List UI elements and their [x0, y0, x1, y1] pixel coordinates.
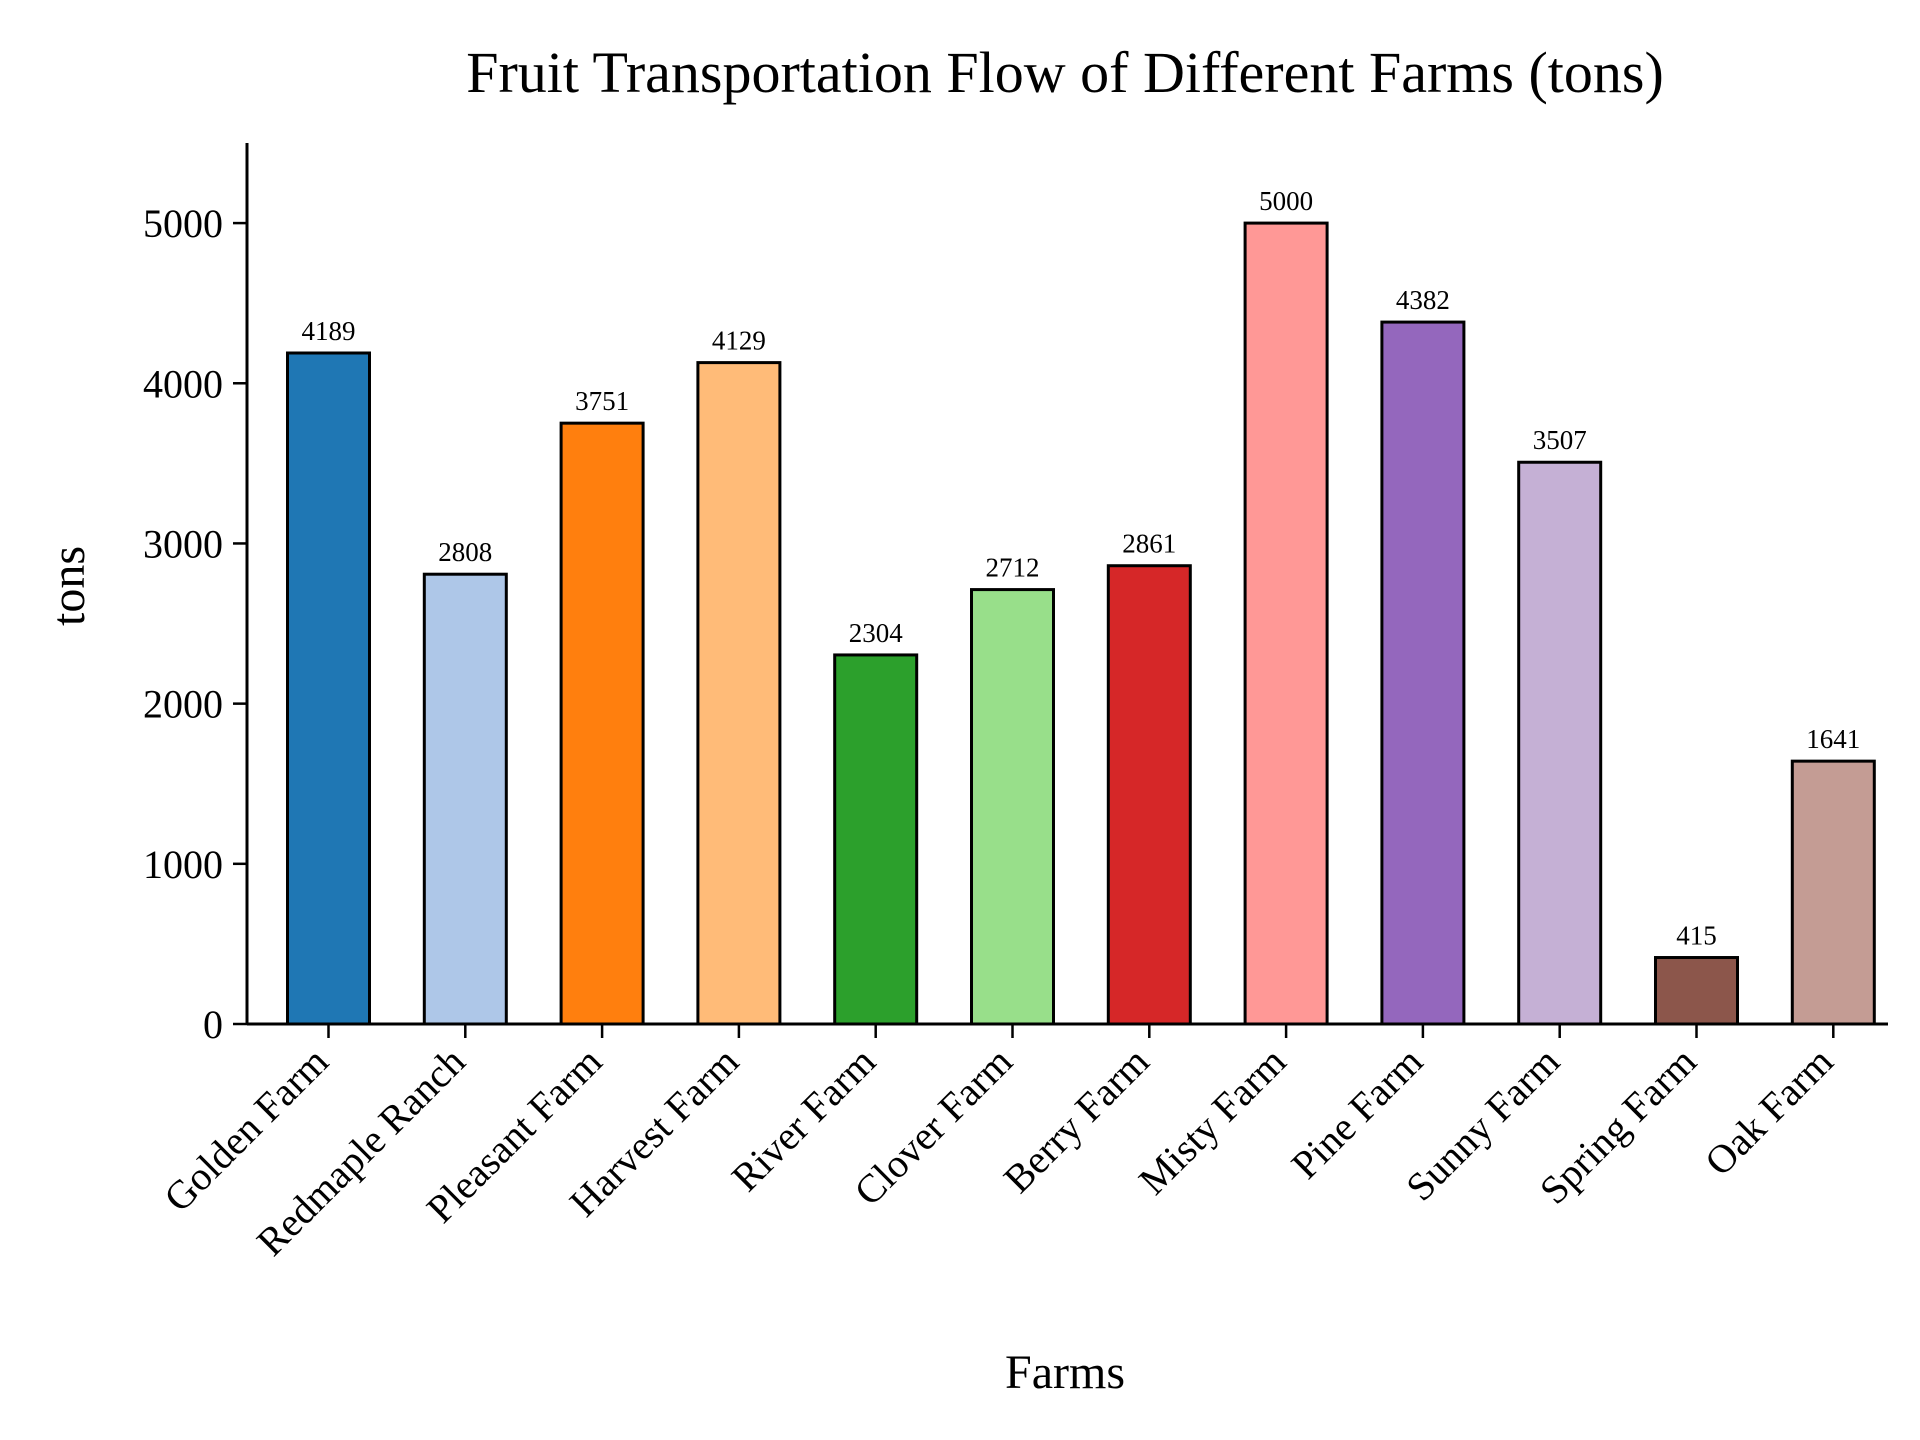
data-label: 415 [1676, 921, 1717, 951]
bars-group [286, 221, 1876, 1026]
bar-sunny-farm [1517, 460, 1603, 1026]
data-label: 2712 [986, 553, 1040, 583]
data-label: 2861 [1122, 529, 1176, 559]
bar-harvest-farm [696, 361, 782, 1026]
data-label: 2808 [438, 537, 492, 567]
y-tick-label: 2000 [143, 682, 223, 727]
bar-river-farm [833, 653, 919, 1026]
bar-oak-farm [1790, 759, 1876, 1026]
y-tick-label: 4000 [143, 361, 223, 406]
data-label: 2304 [849, 618, 904, 648]
y-tick-label: 3000 [143, 521, 223, 566]
bar-misty-farm [1243, 221, 1329, 1026]
data-labels-group: 4189 2808 3751 4129 2304 2712 2861 5000 4382 3507… [302, 186, 1861, 950]
y-tick-label: 1000 [143, 842, 223, 887]
bar-pleasant-farm [559, 421, 645, 1026]
x-axis-label: Farms [1005, 1346, 1125, 1399]
x-tick-label: Oak Farm [1696, 1039, 1842, 1185]
data-label: 1641 [1806, 724, 1860, 754]
y-tick-label: 5000 [143, 201, 223, 246]
x-tick-label: Misty Farm [1130, 1039, 1295, 1204]
y-tick-label: 0 [203, 1002, 223, 1047]
bar-berry-farm [1106, 564, 1192, 1026]
data-label: 5000 [1259, 186, 1313, 216]
bar-redmaple-ranch [422, 572, 508, 1026]
data-label: 3507 [1533, 425, 1587, 455]
bar-pine-farm [1380, 320, 1466, 1026]
bar-spring-farm [1654, 956, 1739, 1026]
data-label: 3751 [575, 386, 629, 416]
y-axis-label: tons [42, 546, 95, 626]
chart-title: Fruit Transportation Flow of Different F… [466, 40, 1664, 105]
data-label: 4129 [712, 326, 766, 356]
x-tick-label: Berry Farm [995, 1039, 1158, 1202]
bar-golden-farm [286, 351, 371, 1026]
data-label: 4189 [302, 316, 356, 346]
y-axis-ticks: 0 1000 2000 3000 4000 5000 [143, 201, 247, 1047]
bar-clover-farm [970, 588, 1055, 1026]
data-label: 4382 [1396, 285, 1450, 315]
